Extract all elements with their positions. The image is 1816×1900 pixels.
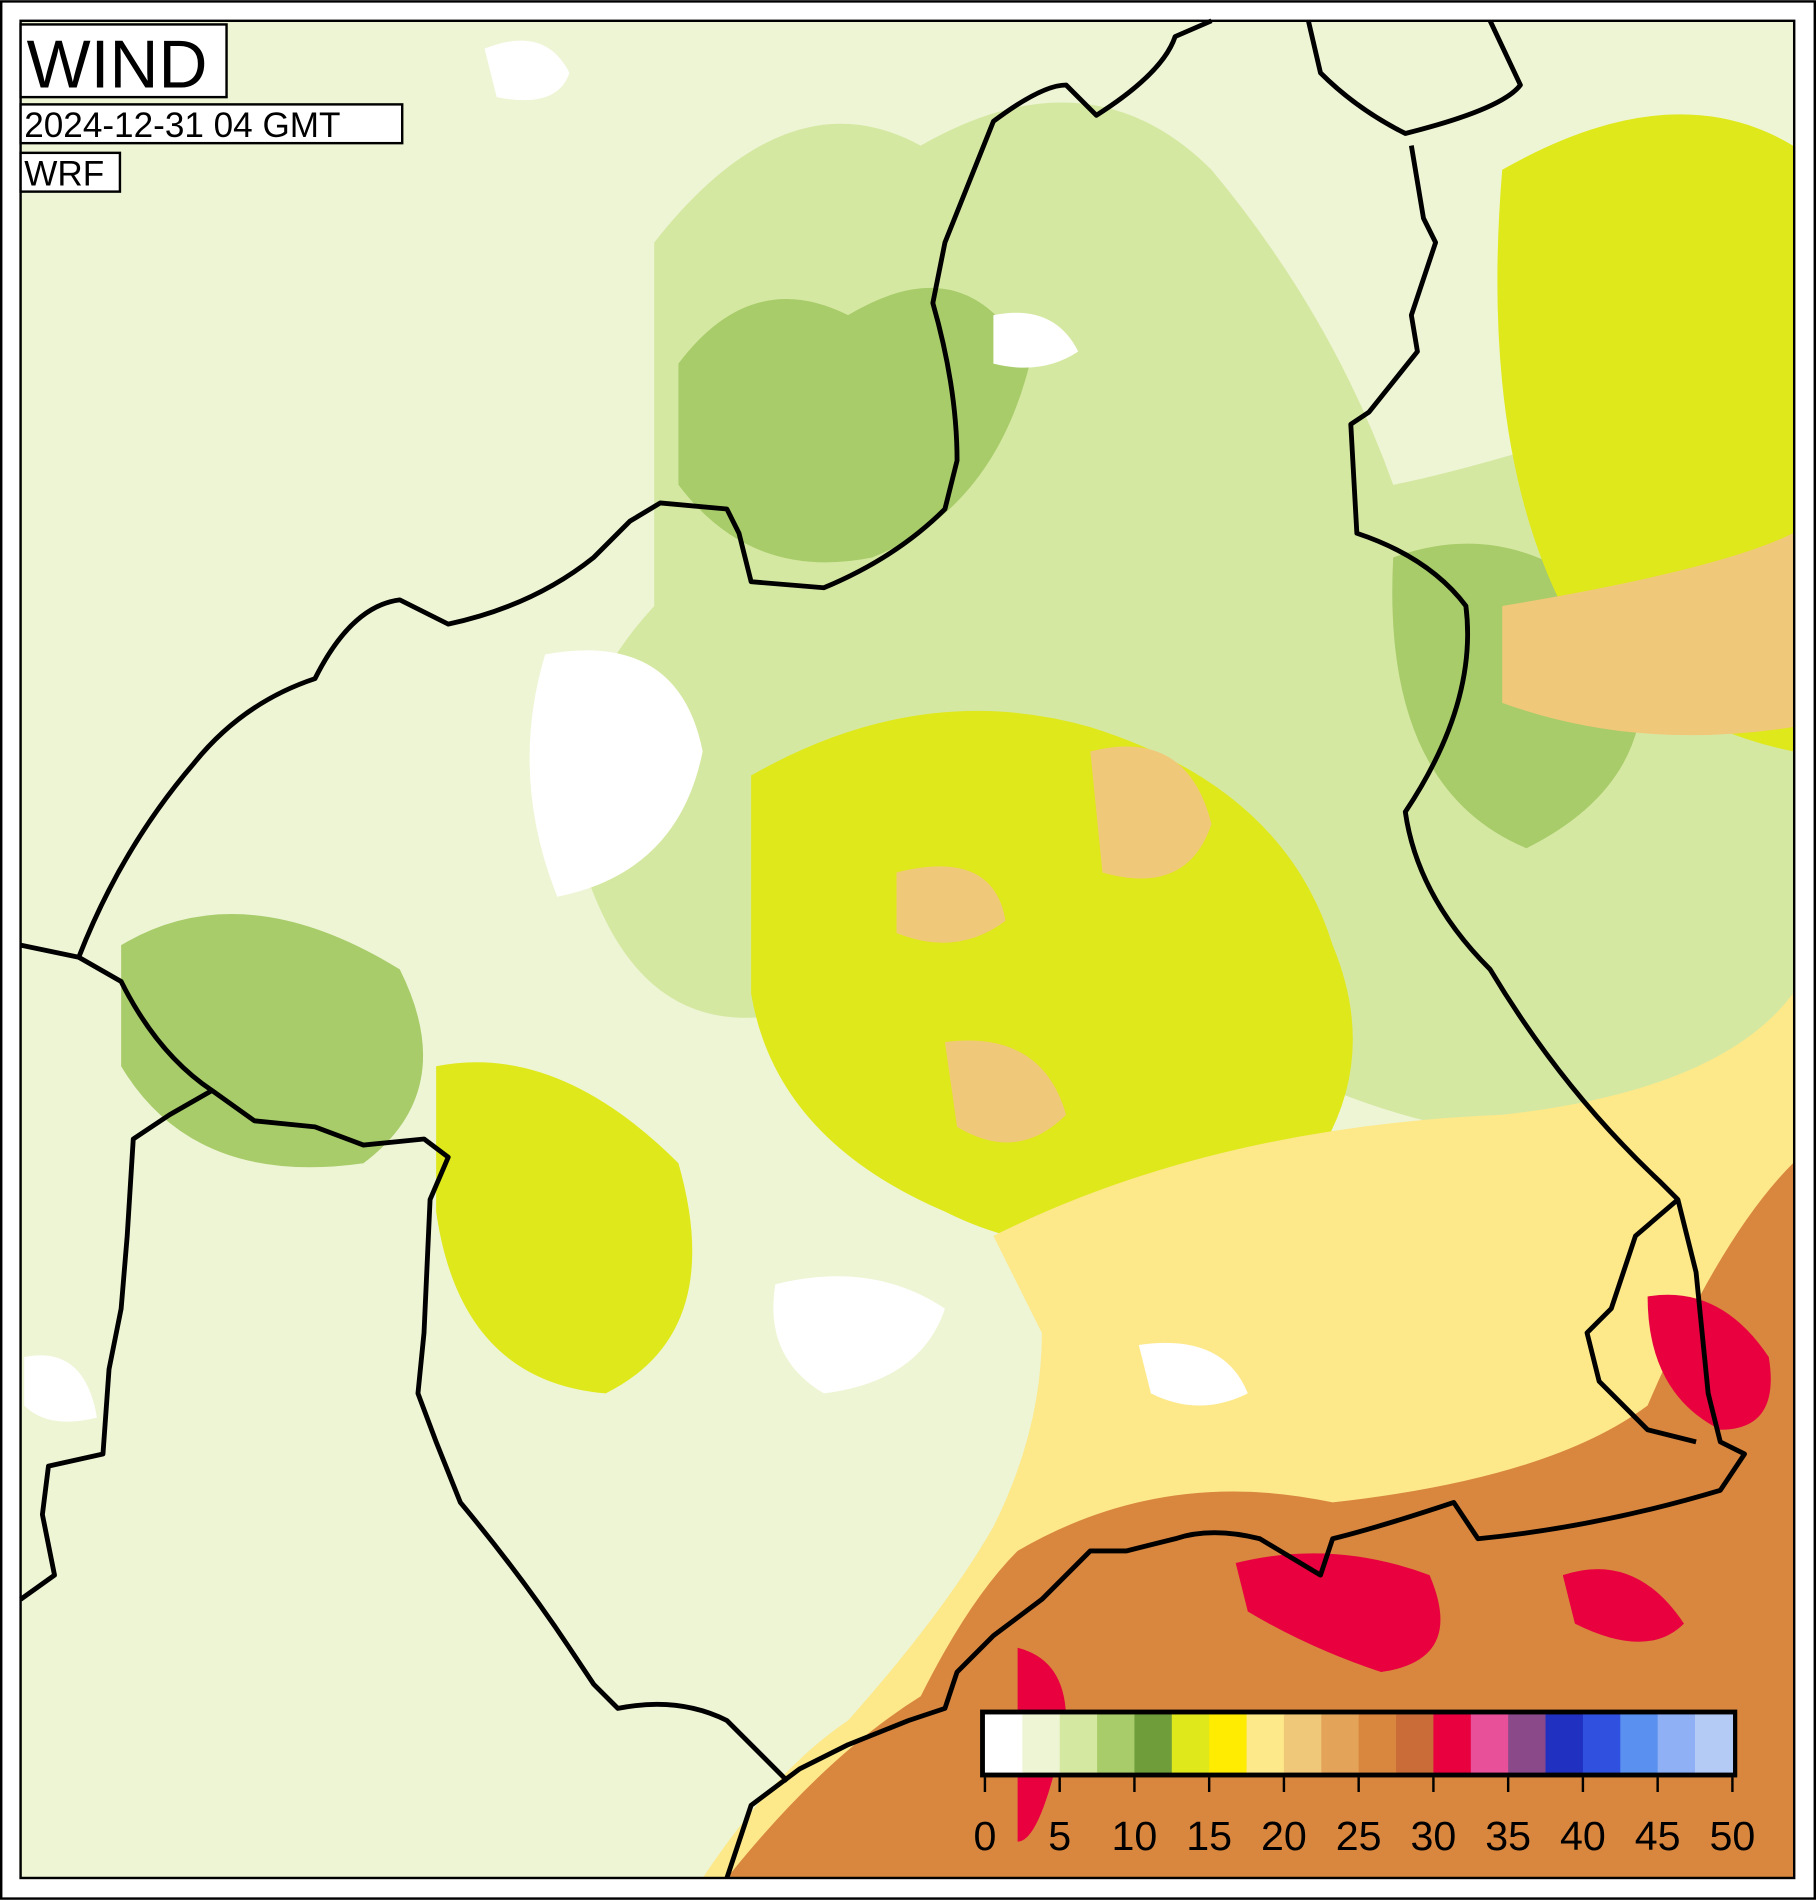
country-border xyxy=(20,18,1213,960)
model-box xyxy=(19,151,122,193)
colorbar-segment xyxy=(1508,1714,1547,1773)
colorbar-segment xyxy=(1620,1714,1659,1773)
colorbar-segment xyxy=(1283,1714,1322,1773)
valid-time: 2024-12-31 04 GMT xyxy=(24,106,340,145)
time-box xyxy=(19,103,404,145)
colorbar-tick-label: 25 xyxy=(1336,1813,1382,1859)
borders xyxy=(19,18,1747,1879)
title-box xyxy=(19,23,228,99)
country-border xyxy=(1584,1197,1697,1445)
country-border xyxy=(19,1088,214,1602)
colorbar: 0 5 10 15 20 25 30 35 40 45 50 xyxy=(973,1709,1755,1859)
map-frame xyxy=(19,19,1796,1880)
colorbar-segment xyxy=(1022,1714,1061,1773)
colorbar-segment xyxy=(1695,1714,1734,1773)
country-border xyxy=(724,145,1747,1879)
colorbar-tick-label: 35 xyxy=(1485,1813,1531,1859)
colorbar-segment xyxy=(1059,1714,1098,1773)
colorbar-segment xyxy=(1097,1714,1136,1773)
model: WRF xyxy=(24,155,104,194)
colorbar-tick-label: 0 xyxy=(973,1813,996,1859)
field-region xyxy=(1017,1294,1771,1842)
colorbar-segment xyxy=(1396,1714,1435,1773)
colorbar-tick-label: 40 xyxy=(1560,1813,1606,1859)
colorbar-segment xyxy=(1358,1714,1397,1773)
colorbar-segment xyxy=(1246,1714,1285,1773)
field-region xyxy=(24,40,1248,1422)
header: WIND 2024-12-31 04 GMT WRF xyxy=(19,23,404,194)
colorbar-tick-label: 30 xyxy=(1411,1813,1457,1859)
colorbar-segment xyxy=(1582,1714,1621,1773)
field-region xyxy=(896,533,1793,1143)
colorbar-segment xyxy=(1470,1714,1509,1773)
field-region xyxy=(726,1163,1793,1878)
colorbar-tick-label: 50 xyxy=(1709,1813,1755,1859)
colorbar-segment xyxy=(1545,1714,1584,1773)
colorbar-segment xyxy=(1433,1714,1472,1773)
country-border xyxy=(1306,19,1523,136)
title: WIND xyxy=(27,27,208,102)
colorbar-tick-label: 15 xyxy=(1186,1813,1232,1859)
colorbar-segment xyxy=(1134,1714,1173,1773)
colorbar-tick-label: 5 xyxy=(1048,1813,1071,1859)
colorbar-tick-label: 20 xyxy=(1261,1813,1307,1859)
field-region xyxy=(121,287,1643,1168)
colorbar-tick-label: 45 xyxy=(1635,1813,1681,1859)
colorbar-segment xyxy=(1171,1714,1210,1773)
country-border xyxy=(77,955,790,1783)
colorbar-segment xyxy=(1209,1714,1248,1773)
colorbar-tick-label: 10 xyxy=(1112,1813,1158,1859)
colorbar-segment xyxy=(1321,1714,1360,1773)
wind-field xyxy=(20,20,1795,1878)
colorbar-segment xyxy=(984,1714,1023,1773)
colorbar-segment xyxy=(1657,1714,1696,1773)
